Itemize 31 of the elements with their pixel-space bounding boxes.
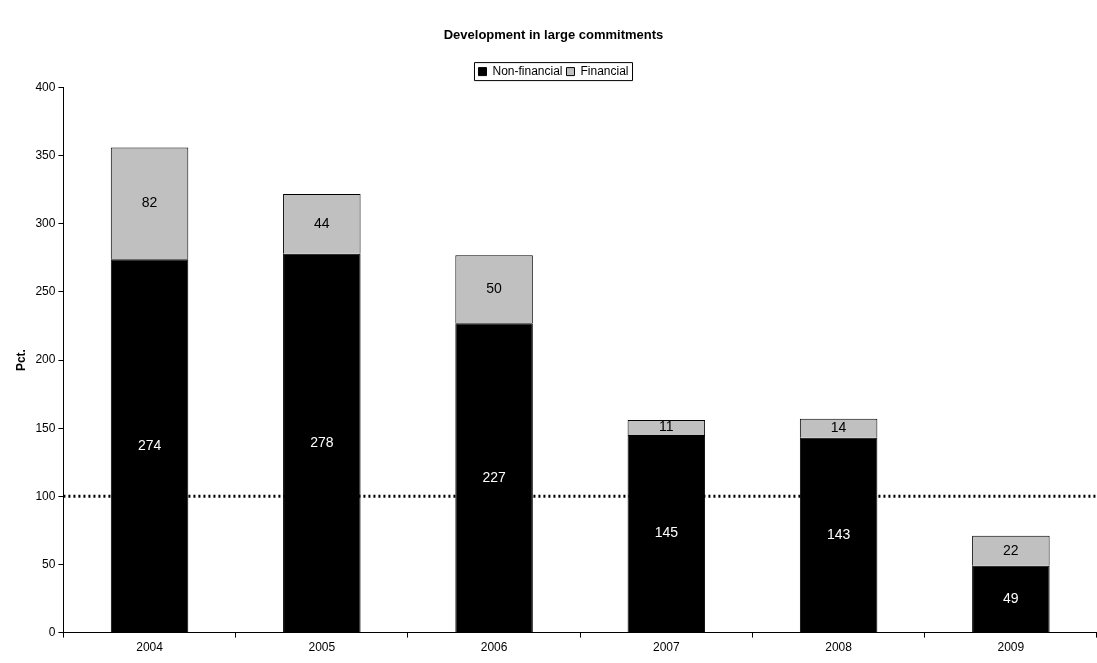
y-tick-label: 250 [35,284,56,299]
data-label: 278 [310,433,334,450]
legend-label: Financial [580,63,629,78]
y-tick-label: 0 [48,624,56,639]
legend-label: Non-financial [492,63,563,78]
data-label: 50 [486,280,503,297]
data-label: 227 [482,468,506,485]
data-label: 44 [314,214,330,231]
y-tick-label: 400 [35,79,56,94]
x-tick-label: 2006 [480,640,508,655]
y-tick-label: 300 [35,216,56,231]
x-tick-label: 2005 [308,640,336,655]
y-tick-label: 150 [35,420,56,435]
x-tick-label: 2009 [997,640,1025,655]
data-label: 14 [830,419,847,436]
x-tick-label: 2004 [136,640,164,655]
data-label: 274 [137,436,162,453]
y-axis-title: Pct. [13,349,28,372]
data-label: 49 [1003,589,1019,606]
x-tick-label: 2008 [825,640,853,655]
data-label: 143 [826,525,851,542]
data-label: 145 [654,524,679,541]
y-tick-label: 100 [35,488,56,503]
y-tick-label: 50 [42,556,56,571]
data-label: 22 [1003,541,1019,558]
x-tick-label: 2007 [652,640,681,655]
chart-title: Development in large commitments [443,27,664,43]
data-label: 82 [141,194,158,211]
y-tick-label: 200 [35,352,56,367]
y-tick-label: 350 [35,148,56,163]
data-label: 11 [659,418,674,435]
